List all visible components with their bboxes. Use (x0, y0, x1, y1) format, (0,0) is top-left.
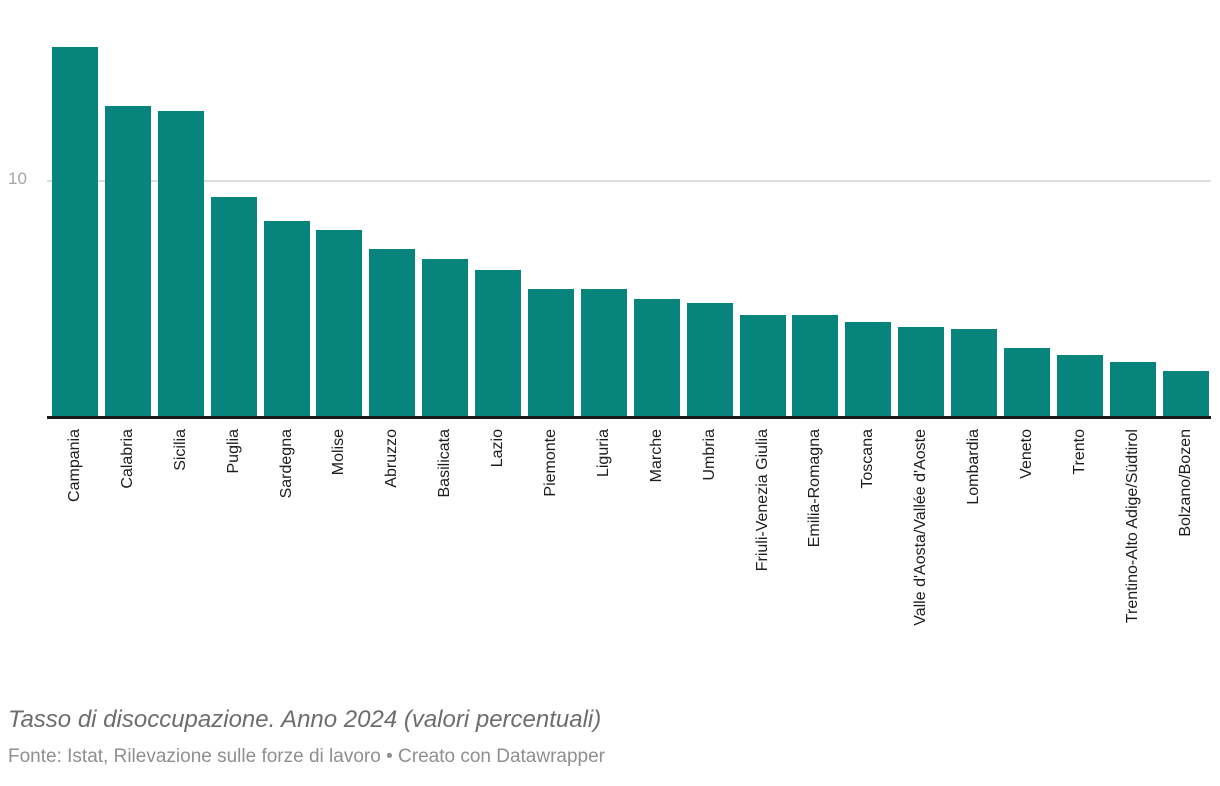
x-axis-label: Umbria (700, 429, 718, 481)
x-axis-label-cell: Calabria (105, 429, 151, 489)
x-axis-label: Lazio (489, 429, 507, 468)
x-axis-label-cell: Friuli-Venezia Giulia (740, 429, 786, 571)
x-axis-label: Puglia (224, 429, 242, 474)
x-axis-label-cell: Liguria (581, 429, 627, 477)
bar[interactable] (739, 315, 786, 416)
x-axis-label-cell: Trento (1057, 429, 1103, 475)
x-axis-labels: Campania Calabria Sicilia Puglia Sardegna Mol… (52, 429, 1209, 626)
y-axis-tick-label: 10 (8, 169, 27, 188)
source-text: Fonte: Istat, Rilevazione sulle forze di… (8, 746, 381, 767)
x-axis-label: Piemonte (542, 429, 560, 497)
x-axis-label: Bolzano/Bozen (1176, 429, 1194, 537)
bar[interactable] (422, 258, 469, 416)
x-axis-label-cell: Piemonte (528, 429, 574, 497)
bar[interactable] (369, 249, 416, 416)
bar[interactable] (580, 289, 627, 416)
x-axis-label: Campania (66, 429, 83, 502)
x-axis-label: Marche (647, 429, 665, 483)
bar[interactable] (951, 329, 998, 416)
bar[interactable] (633, 298, 680, 416)
bar[interactable] (686, 303, 733, 416)
source-line: Fonte: Istat, Rilevazione sulle forze di… (8, 746, 605, 769)
bars-row (52, 0, 1209, 416)
x-axis-label-cell: Veneto (1004, 429, 1050, 479)
bar[interactable] (845, 322, 892, 416)
x-axis-label-cell: Umbria (687, 429, 733, 481)
x-axis-label-cell: Emilia-Romagna (792, 429, 838, 547)
bar[interactable] (1162, 371, 1209, 416)
x-axis-label: Sardegna (277, 429, 295, 499)
gridline (47, 180, 1211, 182)
x-axis-label: Calabria (118, 429, 136, 489)
x-axis-label: Veneto (1018, 429, 1036, 479)
bar[interactable] (475, 270, 522, 416)
x-axis-label-cell: Sardegna (264, 429, 310, 498)
x-axis-label-cell: Lombardia (951, 429, 997, 505)
x-axis-label: Toscana (859, 429, 877, 489)
datawrapper-attribution-link[interactable]: Creato con Datawrapper (398, 746, 606, 767)
bar[interactable] (528, 289, 575, 416)
bar[interactable] (1056, 354, 1103, 416)
bar[interactable] (52, 47, 98, 416)
bar[interactable] (1109, 362, 1156, 416)
x-axis-label-cell: Toscana (845, 429, 891, 489)
x-axis-line (47, 416, 1211, 419)
x-axis-label: Molise (330, 429, 348, 476)
plot-area: 10 (8, 0, 1211, 416)
chart-note: Tasso di disoccupazione. Anno 2024 (valo… (8, 706, 602, 733)
x-axis-label: Friuli-Venezia Giulia (753, 429, 771, 572)
bar[interactable] (792, 315, 839, 416)
x-axis-label: Lombardia (965, 429, 983, 505)
separator-dot: • (386, 746, 393, 767)
bar[interactable] (898, 326, 945, 416)
bar[interactable] (1004, 347, 1051, 416)
bar[interactable] (157, 110, 204, 416)
x-axis-label: Emilia-Romagna (806, 429, 824, 548)
x-axis-label-cell: Valle d'Aosta/Vallée d'Aoste (898, 429, 944, 626)
x-axis-label: Abruzzo (383, 429, 401, 488)
x-axis-label-cell: Campania (52, 429, 98, 502)
x-axis-label-cell: Trentino-Alto Adige/Südtirol (1110, 429, 1156, 623)
x-axis-label: Valle d'Aosta/Vallée d'Aoste (912, 429, 930, 626)
x-axis-label: Trentino-Alto Adige/Südtirol (1123, 429, 1141, 624)
x-axis-label-cell: Bolzano/Bozen (1163, 429, 1209, 537)
x-axis-label-cell: Sicilia (158, 429, 204, 471)
bar[interactable] (210, 197, 257, 416)
x-axis-label-cell: Marche (634, 429, 680, 482)
x-axis-label-cell: Lazio (475, 429, 521, 467)
x-axis-label: Sicilia (171, 429, 189, 471)
bar[interactable] (104, 105, 151, 416)
x-axis-label-cell: Abruzzo (369, 429, 415, 488)
x-axis-label-cell: Puglia (211, 429, 257, 473)
x-axis-label-cell: Molise (316, 429, 362, 475)
x-axis-label: Liguria (594, 429, 612, 478)
bar[interactable] (263, 220, 310, 416)
x-axis-label: Trento (1070, 429, 1088, 475)
x-axis-label: Basilicata (436, 429, 454, 498)
x-axis-label-cell: Basilicata (422, 429, 468, 497)
bar[interactable] (316, 230, 363, 416)
